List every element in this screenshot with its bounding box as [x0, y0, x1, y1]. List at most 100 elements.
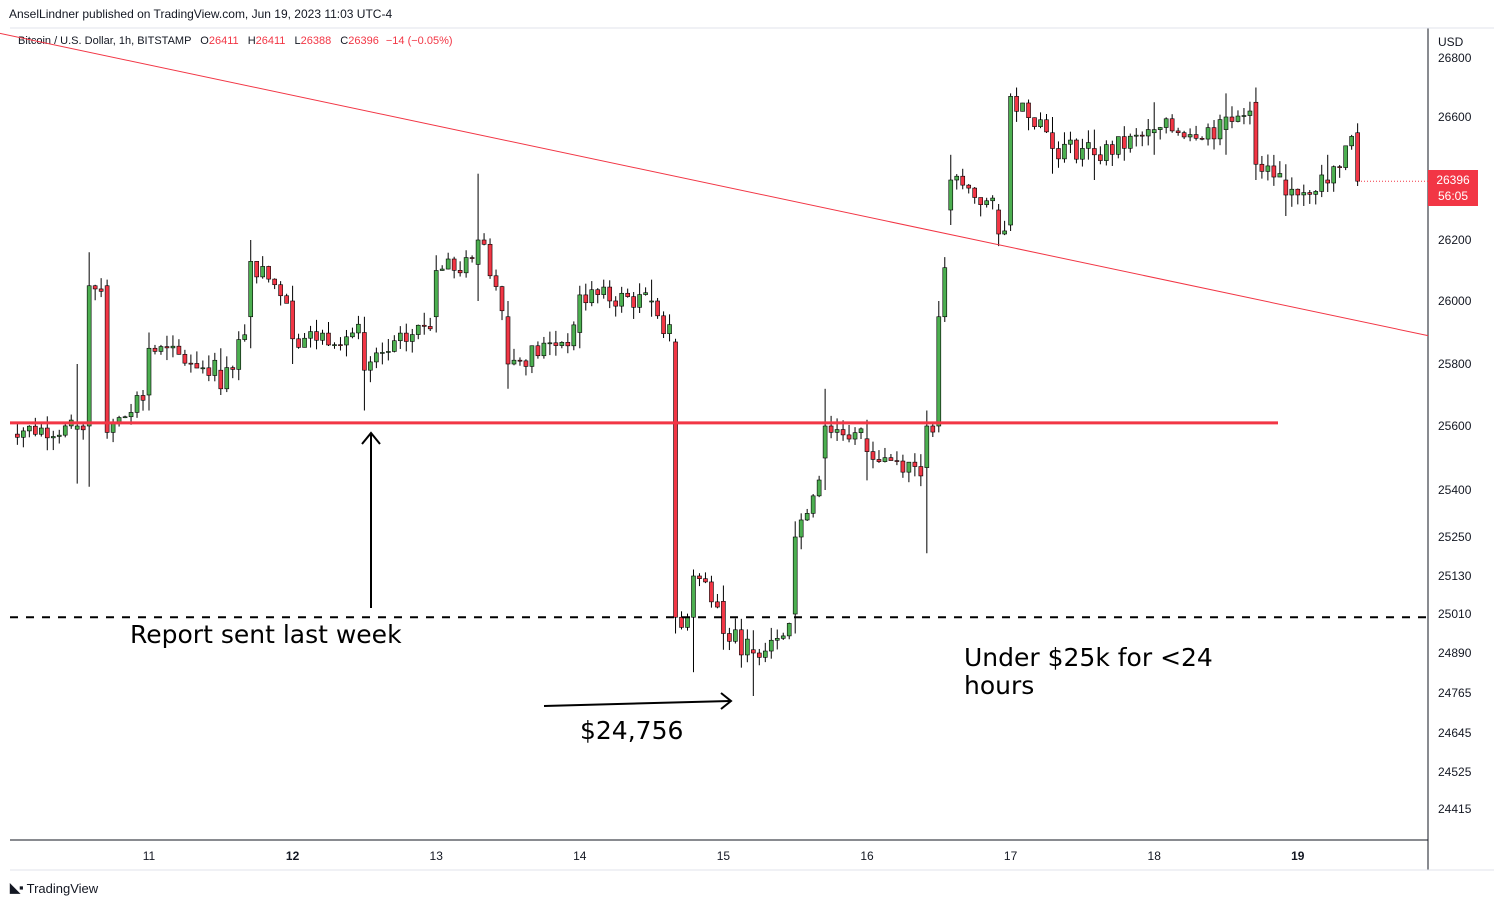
- y-tick-label: 25130: [1438, 569, 1472, 583]
- candle-body: [21, 430, 26, 438]
- open-value: 26411: [208, 35, 239, 47]
- candle-body: [1157, 127, 1163, 130]
- candle-body: [768, 639, 774, 652]
- candle-body: [296, 338, 301, 348]
- candle-body: [1175, 130, 1181, 133]
- candle-body: [565, 342, 571, 347]
- tradingview-logo[interactable]: ◣▪ TradingView: [10, 880, 98, 896]
- x-tick-label: 13: [430, 849, 444, 863]
- candle-body: [439, 268, 445, 271]
- candle-body: [1127, 135, 1133, 149]
- y-tick-label: 24645: [1438, 726, 1472, 740]
- candle-body: [397, 332, 403, 342]
- candle-body: [475, 239, 481, 265]
- candle-body: [1163, 118, 1169, 128]
- candle-body: [547, 342, 553, 345]
- candle-body: [344, 336, 349, 346]
- symbol-legend: Bitcoin / U.S. Dollar, 1h, BITSTAMP O264…: [18, 35, 453, 47]
- candle-body: [1026, 102, 1031, 118]
- candle-body: [541, 342, 547, 357]
- y-tick-label: 24525: [1438, 765, 1472, 779]
- candle-body: [936, 316, 942, 427]
- close-label: C: [340, 35, 349, 47]
- candle-body: [356, 323, 361, 334]
- annotation-report-sent: Report sent last week: [130, 620, 402, 649]
- candle-body: [751, 649, 756, 654]
- candle-body: [1014, 96, 1019, 112]
- candle-body: [1301, 192, 1307, 196]
- y-tick-label: 26800: [1438, 51, 1472, 65]
- candle-body: [1020, 102, 1025, 112]
- candle-body: [960, 175, 966, 186]
- candle-body: [828, 425, 834, 433]
- symbol-name[interactable]: Bitcoin / U.S. Dollar, 1h, BITSTAMP: [18, 35, 192, 47]
- candle-body: [655, 300, 660, 317]
- candle-body: [912, 461, 918, 467]
- candle-body: [846, 434, 852, 440]
- candle-body: [1265, 165, 1271, 172]
- publisher-caption: AnselLindner published on TradingView.co…: [9, 7, 393, 21]
- candle-body: [1235, 115, 1241, 122]
- candle-body: [493, 275, 499, 287]
- candle-body: [140, 395, 146, 401]
- y-tick-label: 26600: [1438, 110, 1472, 124]
- high-value: 26411: [255, 35, 286, 47]
- candle-body: [386, 351, 391, 353]
- tradingview-brand: TradingView: [26, 880, 99, 896]
- candle-body: [804, 513, 810, 521]
- price-scale[interactable]: 2680026600264002620026000258002560025400…: [1438, 51, 1472, 816]
- candle-body: [421, 324, 427, 327]
- candle-body: [158, 346, 164, 352]
- candle-body: [876, 459, 882, 462]
- low-value: 26388: [300, 35, 332, 47]
- candle-body: [1110, 144, 1115, 155]
- y-tick-label: 24765: [1438, 686, 1472, 700]
- candle-body: [278, 284, 283, 297]
- candle-body: [200, 367, 206, 370]
- x-tick-label: 12: [286, 849, 300, 863]
- candle-body: [685, 617, 690, 628]
- candle-body: [50, 436, 56, 439]
- currency-label: USD: [1438, 35, 1464, 49]
- candle-body: [559, 342, 565, 346]
- candle-body: [745, 638, 750, 656]
- candle-body: [146, 347, 152, 396]
- x-tick-label: 17: [1004, 849, 1018, 863]
- candle-body: [427, 326, 433, 330]
- tradingview-logo-icon: ◣▪: [10, 880, 24, 895]
- candle-body: [972, 187, 978, 198]
- candle-body: [1205, 127, 1211, 140]
- trendline[interactable]: [0, 32, 1429, 337]
- candle-body: [80, 425, 86, 431]
- candle-body: [1331, 166, 1336, 184]
- candle-body: [362, 332, 367, 371]
- candle-body: [122, 416, 128, 419]
- candle-body: [1008, 96, 1013, 226]
- right-arrow-head: [720, 692, 733, 710]
- candle-body: [182, 354, 188, 364]
- candle-body: [164, 346, 170, 349]
- low-label: L: [294, 35, 301, 47]
- x-tick-label: 19: [1291, 849, 1305, 863]
- candle-body: [930, 425, 936, 433]
- candle-body: [415, 324, 421, 335]
- candle-body: [188, 362, 194, 365]
- candle-body: [1139, 134, 1145, 137]
- candle-body: [290, 300, 295, 340]
- candle-body: [954, 175, 960, 181]
- time-scale[interactable]: 11 12 13 14 15 16 17 18 19: [143, 849, 1305, 863]
- candle-body: [1343, 145, 1348, 168]
- candle-body: [1116, 136, 1121, 155]
- candle-body: [38, 427, 44, 435]
- annotation-arrows: [361, 431, 733, 710]
- candle-body: [15, 433, 20, 438]
- x-tick-label: 16: [860, 849, 874, 863]
- annotation-low-price: $24,756: [580, 716, 684, 745]
- candle-body: [487, 243, 493, 277]
- candle-body: [242, 334, 248, 340]
- candle-body: [894, 460, 900, 462]
- y-tick-label: 25600: [1438, 419, 1472, 433]
- x-tick-label: 15: [717, 849, 731, 863]
- candle-body: [350, 332, 355, 338]
